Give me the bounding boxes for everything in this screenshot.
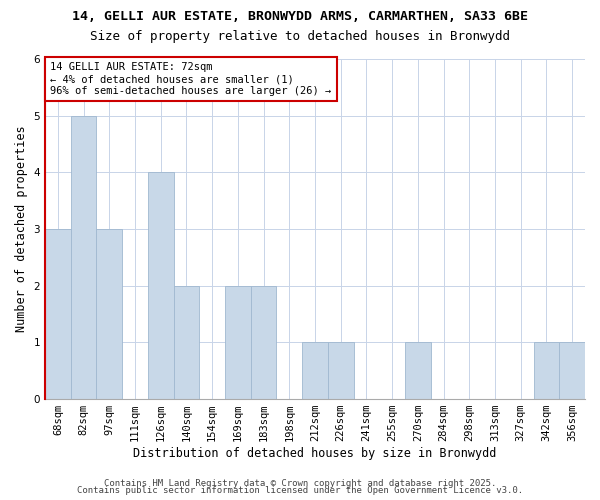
Bar — [251, 286, 277, 399]
Bar — [302, 342, 328, 399]
Bar — [559, 342, 585, 399]
Y-axis label: Number of detached properties: Number of detached properties — [15, 126, 28, 332]
Text: Size of property relative to detached houses in Bronwydd: Size of property relative to detached ho… — [90, 30, 510, 43]
Bar — [71, 116, 97, 399]
X-axis label: Distribution of detached houses by size in Bronwydd: Distribution of detached houses by size … — [133, 447, 497, 460]
Bar — [97, 229, 122, 399]
Bar — [405, 342, 431, 399]
Text: 14, GELLI AUR ESTATE, BRONWYDD ARMS, CARMARTHEN, SA33 6BE: 14, GELLI AUR ESTATE, BRONWYDD ARMS, CAR… — [72, 10, 528, 23]
Bar — [148, 172, 173, 399]
Text: Contains public sector information licensed under the Open Government Licence v3: Contains public sector information licen… — [77, 486, 523, 495]
Bar — [173, 286, 199, 399]
Bar — [328, 342, 353, 399]
Bar — [225, 286, 251, 399]
Bar — [533, 342, 559, 399]
Text: 14 GELLI AUR ESTATE: 72sqm
← 4% of detached houses are smaller (1)
96% of semi-d: 14 GELLI AUR ESTATE: 72sqm ← 4% of detac… — [50, 62, 332, 96]
Bar — [45, 229, 71, 399]
Text: Contains HM Land Registry data © Crown copyright and database right 2025.: Contains HM Land Registry data © Crown c… — [104, 478, 496, 488]
